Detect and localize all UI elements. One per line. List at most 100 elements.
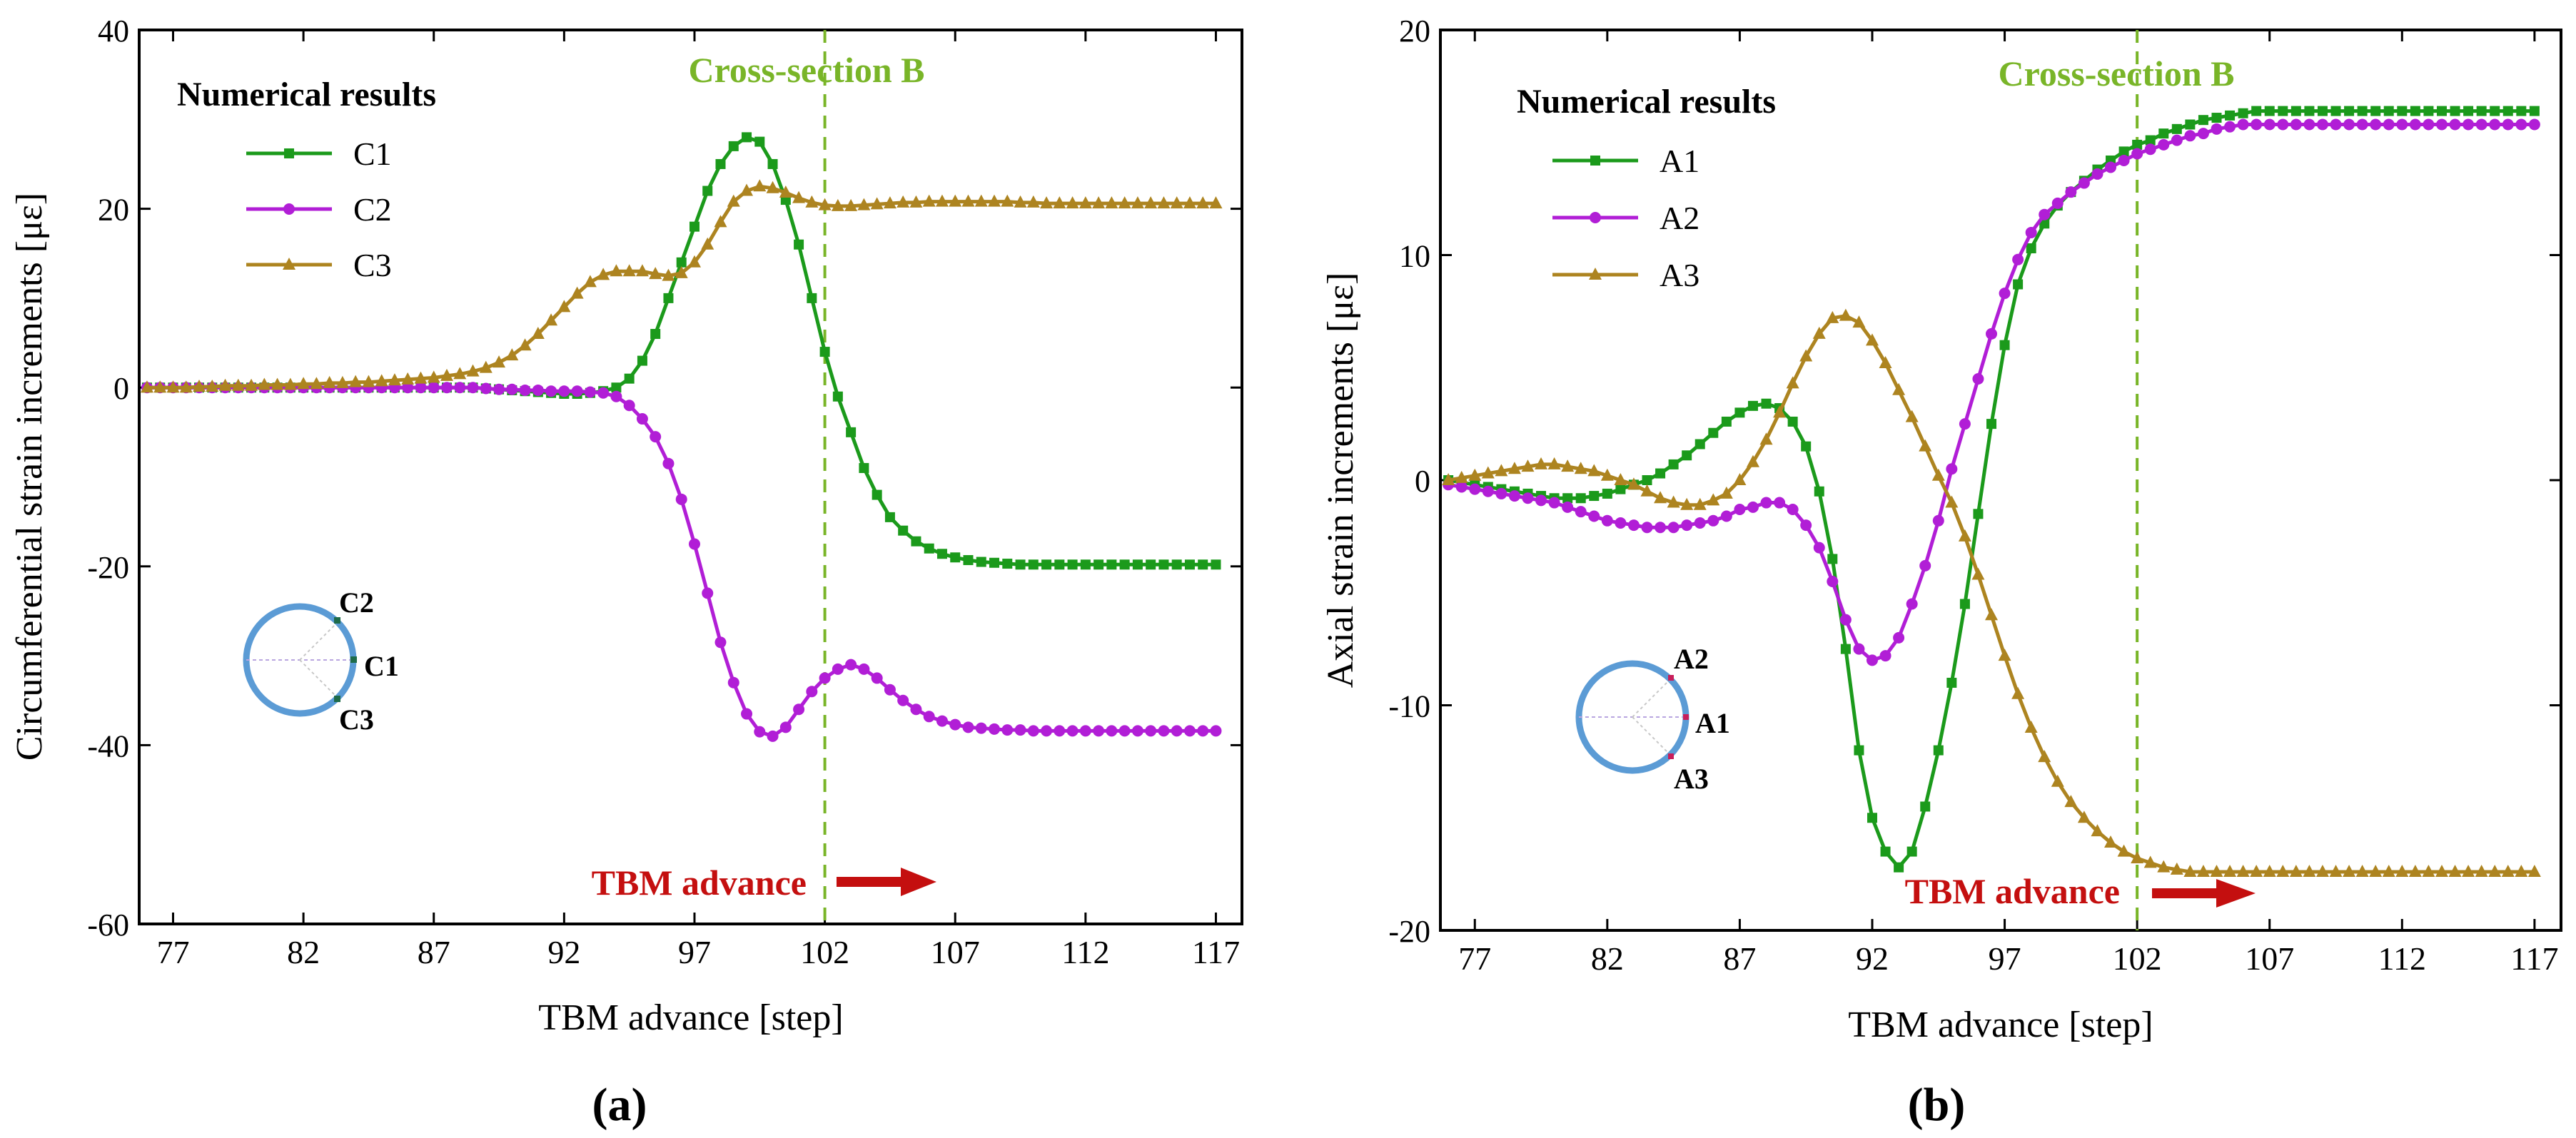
data-point-a1 xyxy=(1734,407,1745,418)
data-point-c3 xyxy=(844,198,858,211)
series-a xyxy=(140,132,1223,742)
data-point-c3 xyxy=(662,268,675,281)
data-point-c2 xyxy=(702,587,714,599)
data-point-a2 xyxy=(1972,373,1984,385)
y-tick-label: 40 xyxy=(98,14,129,49)
data-point-c3 xyxy=(362,375,375,387)
data-point-c2 xyxy=(910,703,922,716)
data-point-c3 xyxy=(414,371,428,384)
y-axis-title-a: Circumferential strain increments [με] xyxy=(9,193,50,761)
data-point-a1 xyxy=(1973,509,1984,519)
data-point-c2 xyxy=(1014,724,1026,736)
data-point-c2 xyxy=(597,387,610,399)
data-point-a2 xyxy=(2435,118,2448,131)
x-tick-label: 97 xyxy=(1989,940,2021,977)
sensor-label-c3: C3 xyxy=(339,703,374,736)
data-point-a3 xyxy=(1905,410,1919,422)
panel-label-a: (a) xyxy=(592,1079,647,1131)
data-point-c2 xyxy=(1054,725,1066,737)
data-point-a2 xyxy=(1800,519,1812,532)
data-point-a1 xyxy=(2502,106,2513,116)
data-point-c1 xyxy=(650,329,661,340)
data-point-c1 xyxy=(872,489,882,500)
data-point-c2 xyxy=(1183,725,1196,737)
data-point-a1 xyxy=(1986,419,1997,430)
data-point-a1 xyxy=(2039,218,2050,229)
data-point-a3 xyxy=(1667,495,1680,508)
data-point-a3 xyxy=(1931,468,1945,481)
x-tick-label: 107 xyxy=(931,934,980,970)
x-tick-label: 107 xyxy=(2245,940,2294,977)
data-point-c1 xyxy=(936,549,947,559)
legend-item-a3: A3 xyxy=(1552,257,1699,293)
data-point-a3 xyxy=(2462,864,2475,877)
data-point-a3 xyxy=(1971,567,1985,580)
data-point-c3 xyxy=(479,360,493,373)
axes-b: 77 82 87 92 97 102 107 112 117 20 10 0 -10 -20 xyxy=(1388,14,2561,977)
data-point-c2 xyxy=(975,722,987,734)
data-point-c3 xyxy=(1157,196,1171,209)
data-point-c1 xyxy=(911,536,921,547)
data-point-a3 xyxy=(2303,864,2316,877)
data-point-c3 xyxy=(271,377,284,390)
data-point-a2 xyxy=(1959,418,1971,430)
x-tick-label: 77 xyxy=(156,934,189,970)
data-point-c2 xyxy=(962,721,974,733)
data-point-c3 xyxy=(949,194,962,207)
data-point-c3 xyxy=(388,373,401,386)
data-point-c1 xyxy=(728,141,739,151)
data-point-c3 xyxy=(193,379,206,392)
y-tick-label: -10 xyxy=(1388,689,1430,724)
data-point-a2 xyxy=(2290,118,2302,131)
data-point-a1 xyxy=(1880,846,1891,857)
data-point-c3 xyxy=(140,380,153,393)
tbm-advance-label-b: TBM advance xyxy=(1905,871,2120,911)
legend-marker xyxy=(284,148,294,158)
data-point-a3 xyxy=(2143,855,2157,868)
data-point-a2 xyxy=(2039,208,2051,220)
sensor-label-a1: A1 xyxy=(1695,707,1730,739)
data-point-c3 xyxy=(1183,196,1196,209)
data-point-a3 xyxy=(2408,864,2422,877)
data-point-a1 xyxy=(2317,106,2328,116)
data-point-c3 xyxy=(1144,196,1158,209)
data-point-c3 xyxy=(701,237,714,250)
data-point-c1 xyxy=(963,555,974,566)
data-point-a1 xyxy=(2344,106,2355,116)
data-point-c3 xyxy=(206,379,219,392)
data-point-c3 xyxy=(961,194,975,207)
data-point-a1 xyxy=(1655,468,1666,479)
data-point-a2 xyxy=(2489,118,2501,131)
data-point-c2 xyxy=(754,726,766,738)
y-tick-label: -60 xyxy=(87,908,129,943)
cross-section-label-b: Cross-section B xyxy=(1998,54,2234,93)
data-point-a3 xyxy=(1998,649,2011,661)
y-axis-title-b: Axial strain increments [με] xyxy=(1320,273,1361,689)
data-point-a3 xyxy=(2276,864,2290,877)
data-point-a3 xyxy=(1547,457,1561,469)
data-point-a2 xyxy=(2197,128,2209,140)
data-point-c2 xyxy=(1158,725,1170,737)
data-point-a2 xyxy=(1707,514,1719,527)
data-point-c2 xyxy=(1197,725,1209,737)
data-point-a2 xyxy=(1839,614,1852,626)
data-point-c1 xyxy=(924,543,934,554)
x-tick-label: 117 xyxy=(2510,940,2558,977)
data-point-a1 xyxy=(2357,106,2368,116)
data-point-a3 xyxy=(2315,864,2329,877)
data-point-c2 xyxy=(571,385,583,397)
x-tick-label: 112 xyxy=(2378,940,2426,977)
data-point-c3 xyxy=(401,372,415,385)
data-point-c3 xyxy=(1118,196,1131,209)
data-point-a2 xyxy=(2277,118,2289,131)
data-point-a3 xyxy=(2501,864,2515,877)
data-point-a2 xyxy=(1455,481,1468,493)
data-point-a1 xyxy=(1589,491,1600,502)
y-tick-label: 0 xyxy=(1415,464,1430,499)
data-point-a1 xyxy=(1894,862,1904,873)
data-point-a1 xyxy=(1920,801,1931,812)
data-point-a3 xyxy=(2289,864,2303,877)
data-point-a2 xyxy=(1667,522,1680,534)
sensor-label-a3: A3 xyxy=(1674,763,1709,795)
data-point-a3 xyxy=(1733,473,1747,485)
